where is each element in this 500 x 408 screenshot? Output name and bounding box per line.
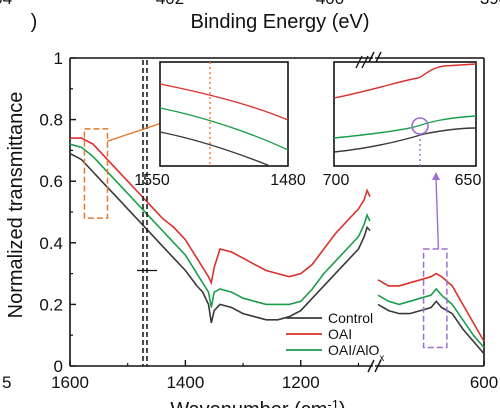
- top-tick-label: 398: [480, 0, 500, 8]
- inset-break-mark: [361, 55, 369, 69]
- zoom-box-right: [422, 248, 448, 349]
- legend-label: Control: [328, 310, 373, 326]
- y-tick-label: 0.8: [39, 111, 63, 130]
- inset-right-line-alox: [333, 115, 477, 139]
- inset-break-mark: [355, 55, 363, 69]
- top-axis-ticks: 404 402 400 398): [0, 0, 500, 33]
- y-axis-ticks: 0 0.2 0.4 0.6 0.8 1: [39, 49, 76, 376]
- x-axis-title-main: Wavenumber (cm: [170, 399, 327, 408]
- x-axis-ticks: 1600 1400 1200 600 5: [2, 360, 498, 392]
- top-tick-label: 404: [0, 0, 12, 8]
- top-axis-title: Binding Energy (eV): [191, 11, 370, 33]
- x-tick-label: 1400: [166, 373, 204, 392]
- inset-right-frame: [333, 61, 477, 167]
- series-group: [69, 137, 485, 355]
- inset-right: 700 650: [323, 55, 482, 189]
- y-tick-label: 0.4: [39, 234, 63, 253]
- series-line-right-oai-alox: [377, 287, 485, 349]
- series-line-control: [69, 152, 371, 324]
- inset-left-line-alox: [159, 107, 289, 151]
- series-line-right-oai: [377, 272, 485, 342]
- x-axis-title-suffix: ): [339, 399, 346, 408]
- x-axis-title: Wavenumber (cm-1): [170, 397, 345, 408]
- inset-left: 1550 1480: [134, 61, 306, 189]
- top-tick-label: 402: [156, 0, 184, 8]
- inset-left-line-oai: [159, 83, 289, 121]
- series-line-oai-alox: [69, 143, 371, 308]
- y-tick-label: 0: [54, 357, 63, 376]
- axis-break-mark: [367, 359, 375, 373]
- series-line-oai: [70, 137, 371, 286]
- series-line-right-control: [377, 300, 485, 355]
- legend-label: OAI/AlOx: [328, 342, 384, 364]
- inset-left-tick: 1550: [134, 172, 170, 189]
- y-tick-label: 0.6: [39, 172, 63, 191]
- x-tick-label: 600: [470, 373, 498, 392]
- x-tick-label: 1600: [51, 373, 89, 392]
- x-tick-label-cut: 5: [2, 373, 11, 392]
- y-axis-title: Normalized transmittance: [5, 92, 27, 319]
- inset-right-line-control: [333, 127, 477, 153]
- axis-break-mark: [374, 359, 382, 373]
- inset-left-tick: 1480: [270, 172, 306, 189]
- inset-left-frame: [159, 61, 289, 167]
- legend-label: OAI: [328, 326, 352, 342]
- x-axis-title-sup: -1: [327, 397, 339, 408]
- y-tick-label: 0.2: [39, 295, 63, 314]
- corner-fragment: ): [31, 11, 38, 33]
- inset-right-line-oai: [333, 63, 477, 99]
- y-tick-label: 1: [54, 49, 63, 68]
- x-tick-label: 1200: [282, 373, 320, 392]
- inset-left-line-control: [159, 131, 271, 167]
- top-tick-label: 400: [316, 0, 344, 8]
- inset-right-tick: 700: [323, 172, 350, 189]
- zoom-arrow-right: [435, 177, 440, 249]
- inset-right-tick: 650: [455, 172, 482, 189]
- zoom-box-left: [83, 128, 109, 219]
- zoom-arrowhead-right: [432, 172, 440, 180]
